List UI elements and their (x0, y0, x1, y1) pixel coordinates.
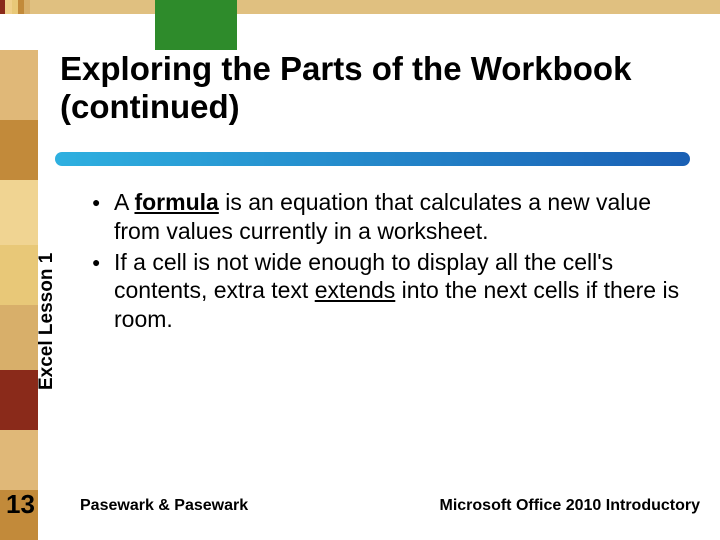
top-decor-strip (0, 0, 720, 14)
sidebar-segment (0, 430, 38, 490)
slide-title: Exploring the Parts of the Workbook (con… (60, 50, 690, 126)
slide: Exploring the Parts of the Workbook (con… (0, 0, 720, 540)
title-divider (55, 152, 690, 166)
bullet-text: A formula is an equation that calculates… (114, 188, 692, 246)
footer-product: Microsoft Office 2010 Introductory (440, 497, 701, 515)
bullet-icon: ● (92, 248, 114, 272)
strip-segment (5, 0, 12, 14)
green-accent-block (155, 0, 237, 50)
sidebar-segment (0, 370, 38, 430)
bullet-item: ●If a cell is not wide enough to display… (92, 248, 692, 334)
sidebar-segment (0, 50, 38, 120)
page-number: 13 (6, 489, 35, 520)
sidebar-segment (0, 120, 38, 180)
footer-author: Pasewark & Pasewark (80, 497, 248, 515)
sidebar-segment (0, 305, 38, 370)
lesson-label: Excel Lesson 1 (36, 253, 58, 390)
bullet-icon: ● (92, 188, 114, 212)
bullet-text: If a cell is not wide enough to display … (114, 248, 692, 334)
left-decor-sidebar (0, 50, 38, 540)
sidebar-segment (0, 245, 38, 305)
bullet-item: ●A formula is an equation that calculate… (92, 188, 692, 246)
strip-segment (30, 0, 720, 14)
bullet-list: ●A formula is an equation that calculate… (92, 188, 692, 336)
sidebar-segment (0, 180, 38, 245)
